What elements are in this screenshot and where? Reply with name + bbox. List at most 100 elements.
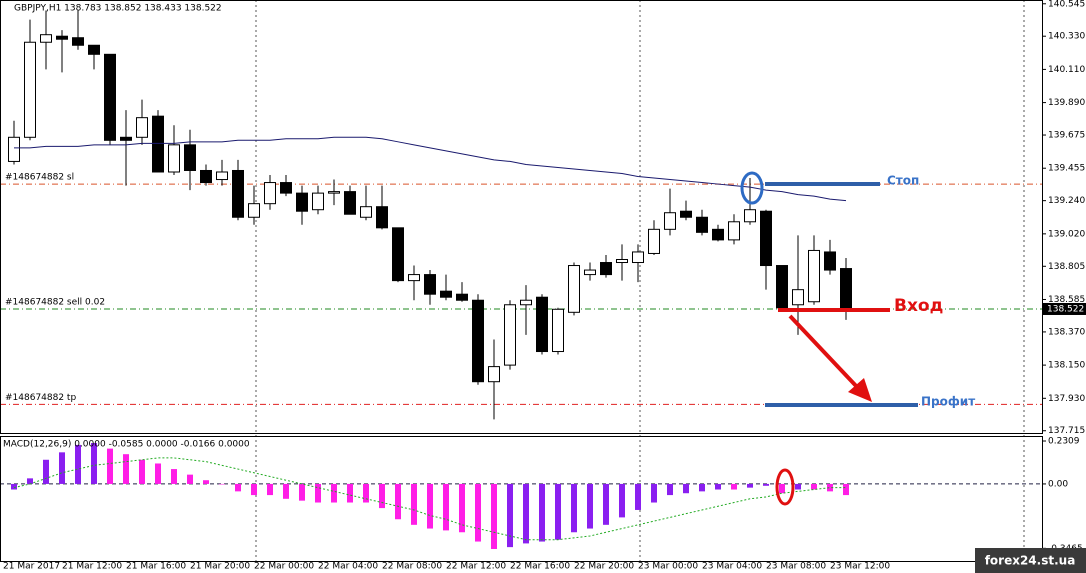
candle-body [536, 296, 548, 353]
candle-body [488, 366, 500, 383]
macd-bar [91, 443, 97, 484]
macd-bar [251, 483, 257, 496]
last-price-label: 138.522 [1047, 304, 1084, 314]
macd-bar [795, 483, 801, 490]
candle-body [456, 293, 468, 301]
candle-body [264, 182, 276, 205]
last-price-box [1043, 302, 1086, 315]
macd-bar [603, 483, 609, 525]
macd-bar [731, 483, 737, 490]
x-tick-label: 21 Mar 20:00 [190, 562, 250, 572]
macd-bar [779, 483, 785, 494]
stop-label: Стоп [887, 174, 919, 188]
macd-bar [507, 483, 513, 548]
macd-bar [171, 469, 177, 484]
y-tick-label: 139.455 [1048, 164, 1085, 174]
candle-body [552, 308, 564, 353]
candle-body [40, 34, 52, 43]
macd-bar [299, 483, 305, 501]
candle-body [584, 269, 596, 276]
macd-bar [619, 483, 625, 518]
x-tick-label: 22 Mar 00:00 [254, 562, 314, 572]
candle-body [280, 182, 292, 194]
candle-body [392, 227, 404, 282]
candle-body [760, 210, 772, 267]
y-tick-label: 139.890 [1048, 98, 1085, 108]
level-label: #148674882 sell 0.02 [5, 297, 105, 307]
candle-body [88, 44, 100, 55]
x-tick-label: 22 Mar 16:00 [510, 562, 570, 572]
candle-body [504, 304, 516, 366]
macd-bar [571, 483, 577, 533]
macd-bar [411, 483, 417, 525]
y-tick-label: 139.240 [1048, 196, 1085, 206]
candle-body [712, 228, 724, 241]
candle-body [776, 265, 788, 309]
macd-bar [523, 483, 529, 544]
macd-bar [187, 474, 193, 484]
candle-body [520, 299, 532, 306]
y-tick-label: 139.675 [1048, 131, 1085, 141]
macd-bar [59, 452, 65, 484]
candle-body [792, 289, 804, 306]
candle-body [56, 35, 68, 40]
candle-body [216, 171, 228, 181]
candle-body [376, 206, 388, 229]
macd-bar [363, 483, 369, 503]
entry-label: Вход [894, 296, 943, 316]
candle-body [312, 192, 324, 211]
candle-body [136, 117, 148, 138]
macd-bar [427, 483, 433, 529]
candle-body [696, 216, 708, 233]
profit-label: Профит [921, 395, 975, 409]
macd-bar [155, 463, 161, 484]
macd-bar [443, 483, 449, 531]
macd-bar [395, 483, 401, 520]
arrow-head [848, 378, 872, 402]
y-tick-label: 138.585 [1048, 295, 1085, 305]
macd-bar [715, 483, 721, 490]
candle-body [72, 37, 84, 46]
macd-bar [107, 448, 113, 484]
macd-bar [491, 483, 497, 549]
candle-body [664, 212, 676, 230]
y-tick-label: 140.330 [1048, 32, 1085, 42]
stop-circle [740, 171, 764, 205]
y-tick-label: 140.110 [1048, 65, 1085, 75]
chart-title: GBPJPY,H1 138.783 138.852 138.433 138.52… [14, 4, 222, 14]
candle-body [344, 191, 356, 215]
macd-bar [811, 483, 817, 490]
candle-body [408, 274, 420, 282]
y-tick-label: 140.545 [1048, 0, 1085, 9]
candle-body [120, 136, 132, 141]
candle-body [360, 206, 372, 218]
macd-bar [475, 483, 481, 542]
candle-body [8, 136, 20, 162]
candle-body [808, 249, 820, 303]
x-tick-label: 22 Mar 20:00 [574, 562, 634, 572]
y-tick-label: 137.930 [1048, 394, 1085, 404]
candle-body [328, 191, 340, 194]
candle-body [728, 221, 740, 241]
candle-body [648, 228, 660, 254]
macd-bar [651, 483, 657, 503]
candle-body [472, 299, 484, 383]
y-tick-label: 139.020 [1048, 229, 1085, 239]
candle-body [168, 144, 180, 173]
main-frame [0, 0, 1043, 434]
macd-bar [267, 483, 273, 496]
x-tick-label: 23 Mar 12:00 [830, 562, 890, 572]
candle-body [24, 41, 36, 138]
level-label: #148674882 tp [5, 393, 76, 403]
candle-body [152, 115, 164, 173]
candle-body [840, 268, 852, 310]
watermark: forex24.st.ua [985, 554, 1076, 568]
macd-bar [843, 483, 849, 496]
macd-bar [747, 483, 753, 488]
y-tick-label: 138.370 [1048, 327, 1085, 337]
macd-bar [667, 483, 673, 496]
x-tick-label: 22 Mar 04:00 [318, 562, 378, 572]
watermark-box [975, 548, 1086, 573]
